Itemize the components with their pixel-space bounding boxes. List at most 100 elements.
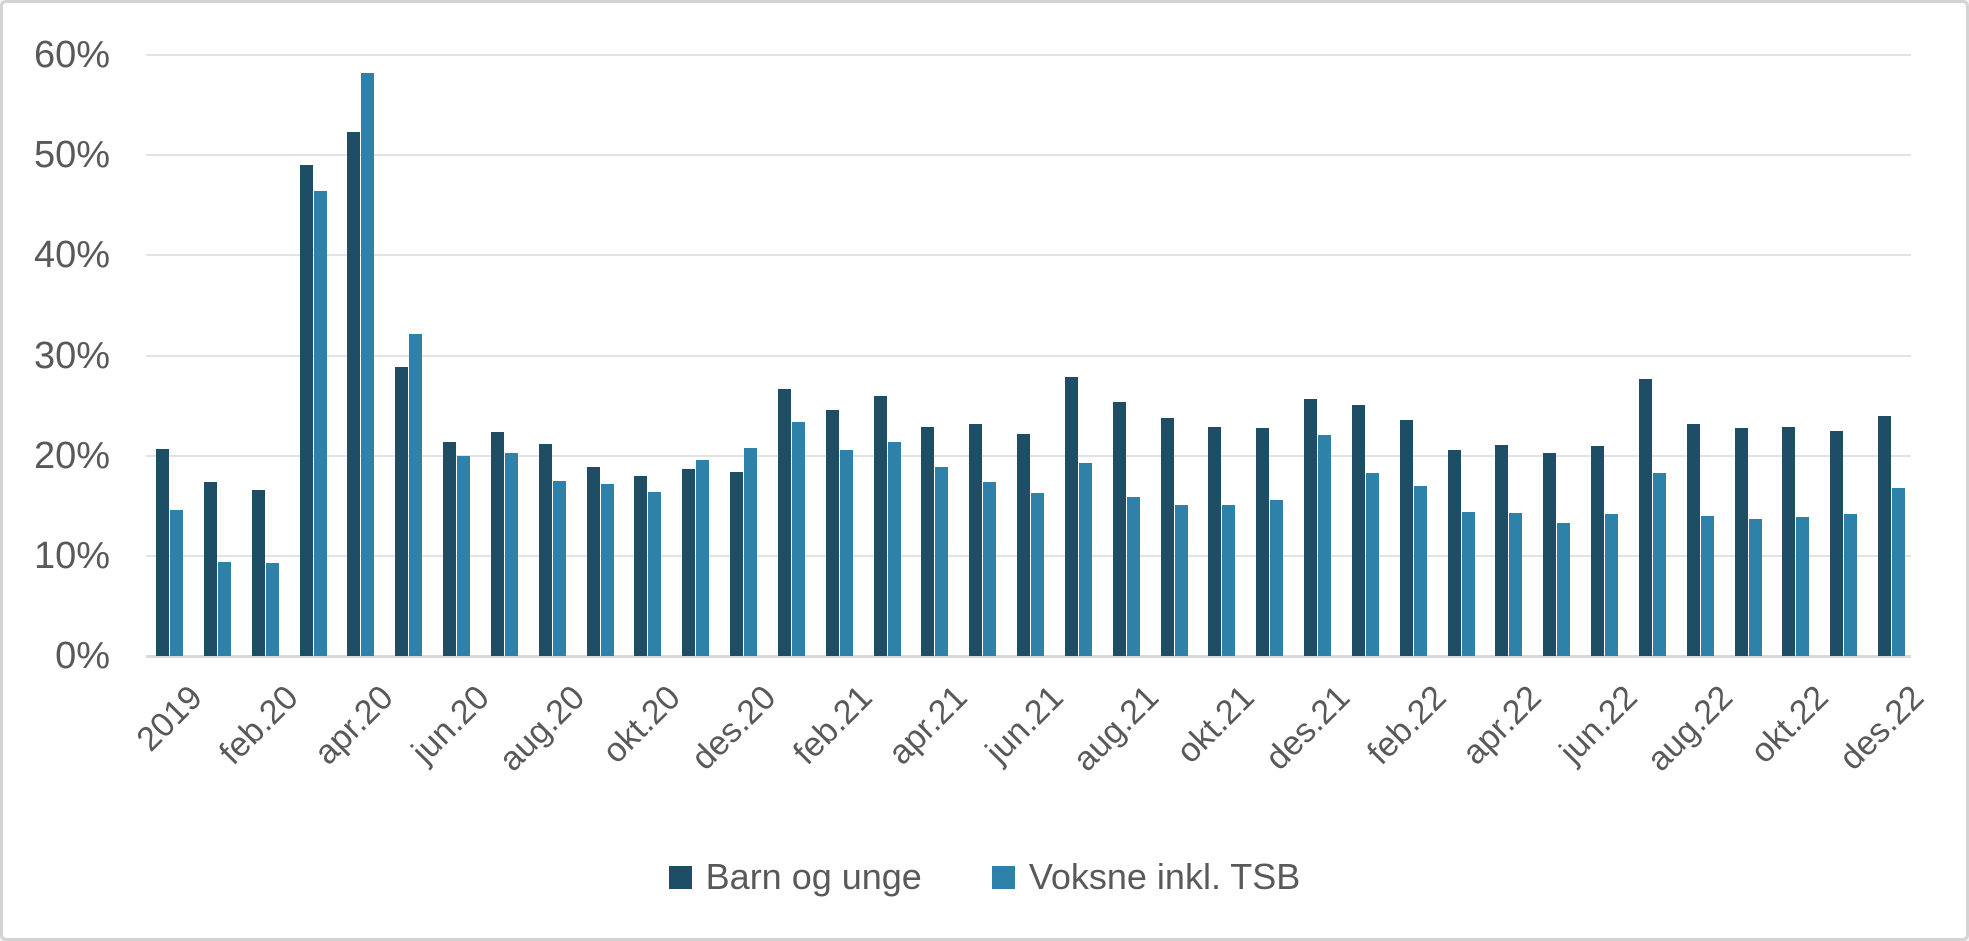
legend: Barn og unge Voksne inkl. TSB <box>3 856 1966 898</box>
bar-group-des.21 <box>1304 55 1331 656</box>
bar-group-feb.22 <box>1399 55 1427 656</box>
bar-barn-og-unge-okt.21 <box>1208 426 1222 656</box>
bar-barn-og-unge-jun.22 <box>1591 445 1604 656</box>
bar-barn-og-unge-apr.20 <box>347 132 361 656</box>
bar-group-okt.22 <box>1782 55 1810 656</box>
y-tick-label: 10% <box>33 534 110 577</box>
gridline <box>146 154 1911 157</box>
bar-group-jan.21 <box>777 55 805 656</box>
bar-group-jun.21 <box>1017 55 1044 656</box>
bar-barn-og-unge-jul.22 <box>1638 378 1652 656</box>
bar-barn-og-unge-mar.21 <box>873 395 887 656</box>
bar-voksne-inkl-tsb-mai.22 <box>1557 522 1571 656</box>
bar-barn-og-unge-mai.22 <box>1543 452 1557 656</box>
bar-voksne-inkl-tsb-apr.22 <box>1509 512 1523 656</box>
bar-voksne-inkl-tsb-okt.22 <box>1796 516 1810 656</box>
bar-voksne-inkl-tsb-feb.21 <box>839 449 853 656</box>
bar-barn-og-unge-mar.20 <box>299 165 313 656</box>
bar-voksne-inkl-tsb-mar.20 <box>313 191 327 656</box>
gridline <box>146 54 1911 56</box>
bar-barn-og-unge-apr.21 <box>921 426 935 656</box>
bar-voksne-inkl-tsb-sep.21 <box>1174 504 1188 656</box>
bar-group-aug.22 <box>1686 55 1714 656</box>
bar-group-mai.20 <box>395 55 423 656</box>
bar-group-jun.20 <box>443 55 470 656</box>
bar-barn-og-unge-nov.21 <box>1256 427 1270 656</box>
bar-barn-og-unge-feb.22 <box>1399 419 1413 656</box>
bar-barn-og-unge-okt.22 <box>1782 426 1796 656</box>
bar-group-jul.20 <box>490 55 518 656</box>
bar-voksne-inkl-tsb-sep.22 <box>1748 518 1762 656</box>
bar-group-apr.20 <box>347 55 375 656</box>
x-tick-label: 2019 <box>129 678 210 759</box>
bar-barn-og-unge-jun.21 <box>1017 433 1030 656</box>
bar-voksne-inkl-tsb-mar.22 <box>1461 511 1475 656</box>
x-tick-label: okt.21 <box>1169 678 1262 771</box>
x-tick-label: feb.21 <box>785 678 880 773</box>
bar-voksne-inkl-tsb-nov.20 <box>696 459 710 656</box>
legend-label-voksne-inkl-tsb: Voksne inkl. TSB <box>1028 856 1301 897</box>
y-tick-label: 60% <box>33 34 110 76</box>
legend-item-voksne-inkl-tsb: Voksne inkl. TSB <box>991 856 1301 898</box>
bar-group-2019 <box>156 55 183 656</box>
bar-barn-og-unge-apr.22 <box>1495 444 1509 656</box>
bar-voksne-inkl-tsb-sep.20 <box>600 483 614 656</box>
bar-group-aug.21 <box>1112 55 1140 656</box>
gridline <box>146 254 1911 257</box>
bar-barn-og-unge-jan.22 <box>1351 404 1365 656</box>
bar-voksne-inkl-tsb-mar.21 <box>887 441 901 656</box>
x-tick-label: apr.21 <box>881 678 975 773</box>
bar-barn-og-unge-nov.20 <box>682 468 696 656</box>
bar-group-okt.21 <box>1208 55 1236 656</box>
bar-voksne-inkl-tsb-mai.20 <box>409 334 423 656</box>
x-tick-label: des.20 <box>684 678 784 778</box>
bar-group-sep.21 <box>1160 55 1188 656</box>
bar-barn-og-unge-mai.21 <box>969 423 983 656</box>
bar-group-jan.22 <box>1351 55 1379 656</box>
bar-barn-og-unge-jan.20 <box>203 481 217 656</box>
bar-voksne-inkl-tsb-jul.22 <box>1652 472 1666 656</box>
y-tick-label: 0% <box>55 635 110 677</box>
bar-group-sep.20 <box>586 55 614 656</box>
x-tick-label: okt.20 <box>595 678 688 771</box>
bar-barn-og-unge-aug.21 <box>1112 401 1126 656</box>
bar-voksne-inkl-tsb-jul.21 <box>1078 462 1092 656</box>
bar-voksne-inkl-tsb-des.20 <box>744 447 757 656</box>
bar-barn-og-unge-2019 <box>156 448 169 656</box>
bar-group-sep.22 <box>1734 55 1762 656</box>
bar-barn-og-unge-aug.20 <box>538 443 552 656</box>
bar-group-des.22 <box>1878 55 1905 656</box>
legend-item-barn-og-unge: Barn og unge <box>668 856 922 898</box>
bar-group-okt.20 <box>634 55 662 656</box>
bar-barn-og-unge-sep.21 <box>1160 417 1174 656</box>
bar-voksne-inkl-tsb-apr.21 <box>935 466 949 656</box>
x-tick-label: des.22 <box>1832 678 1932 778</box>
x-tick-label: apr.22 <box>1455 678 1549 773</box>
bar-group-jun.22 <box>1591 55 1618 656</box>
bar-voksne-inkl-tsb-des.21 <box>1318 434 1331 656</box>
bar-voksne-inkl-tsb-jan.21 <box>791 421 805 656</box>
bar-voksne-inkl-tsb-aug.21 <box>1126 496 1140 656</box>
bar-voksne-inkl-tsb-2019 <box>170 509 183 656</box>
bar-voksne-inkl-tsb-jul.20 <box>504 452 518 656</box>
x-tick-label: aug.21 <box>1065 678 1167 779</box>
bar-barn-og-unge-nov.22 <box>1830 430 1844 656</box>
bar-voksne-inkl-tsb-des.22 <box>1892 487 1905 656</box>
bar-barn-og-unge-jul.21 <box>1064 376 1078 656</box>
bar-voksne-inkl-tsb-jun.22 <box>1605 513 1618 656</box>
bar-voksne-inkl-tsb-apr.20 <box>361 73 375 656</box>
bar-voksne-inkl-tsb-mai.21 <box>983 481 997 656</box>
bar-barn-og-unge-feb.20 <box>251 489 265 656</box>
bar-barn-og-unge-mar.22 <box>1447 449 1461 656</box>
bar-group-apr.22 <box>1495 55 1523 656</box>
bar-barn-og-unge-jan.21 <box>777 388 791 656</box>
x-tick-label: okt.22 <box>1743 678 1836 771</box>
bar-voksne-inkl-tsb-feb.22 <box>1413 485 1427 656</box>
bar-voksne-inkl-tsb-feb.20 <box>265 562 279 656</box>
bar-voksne-inkl-tsb-jun.20 <box>457 455 470 656</box>
x-tick-label: jun.21 <box>978 678 1071 771</box>
bar-group-jul.21 <box>1064 55 1092 656</box>
bar-barn-og-unge-feb.21 <box>825 409 839 656</box>
bar-group-mai.22 <box>1543 55 1571 656</box>
